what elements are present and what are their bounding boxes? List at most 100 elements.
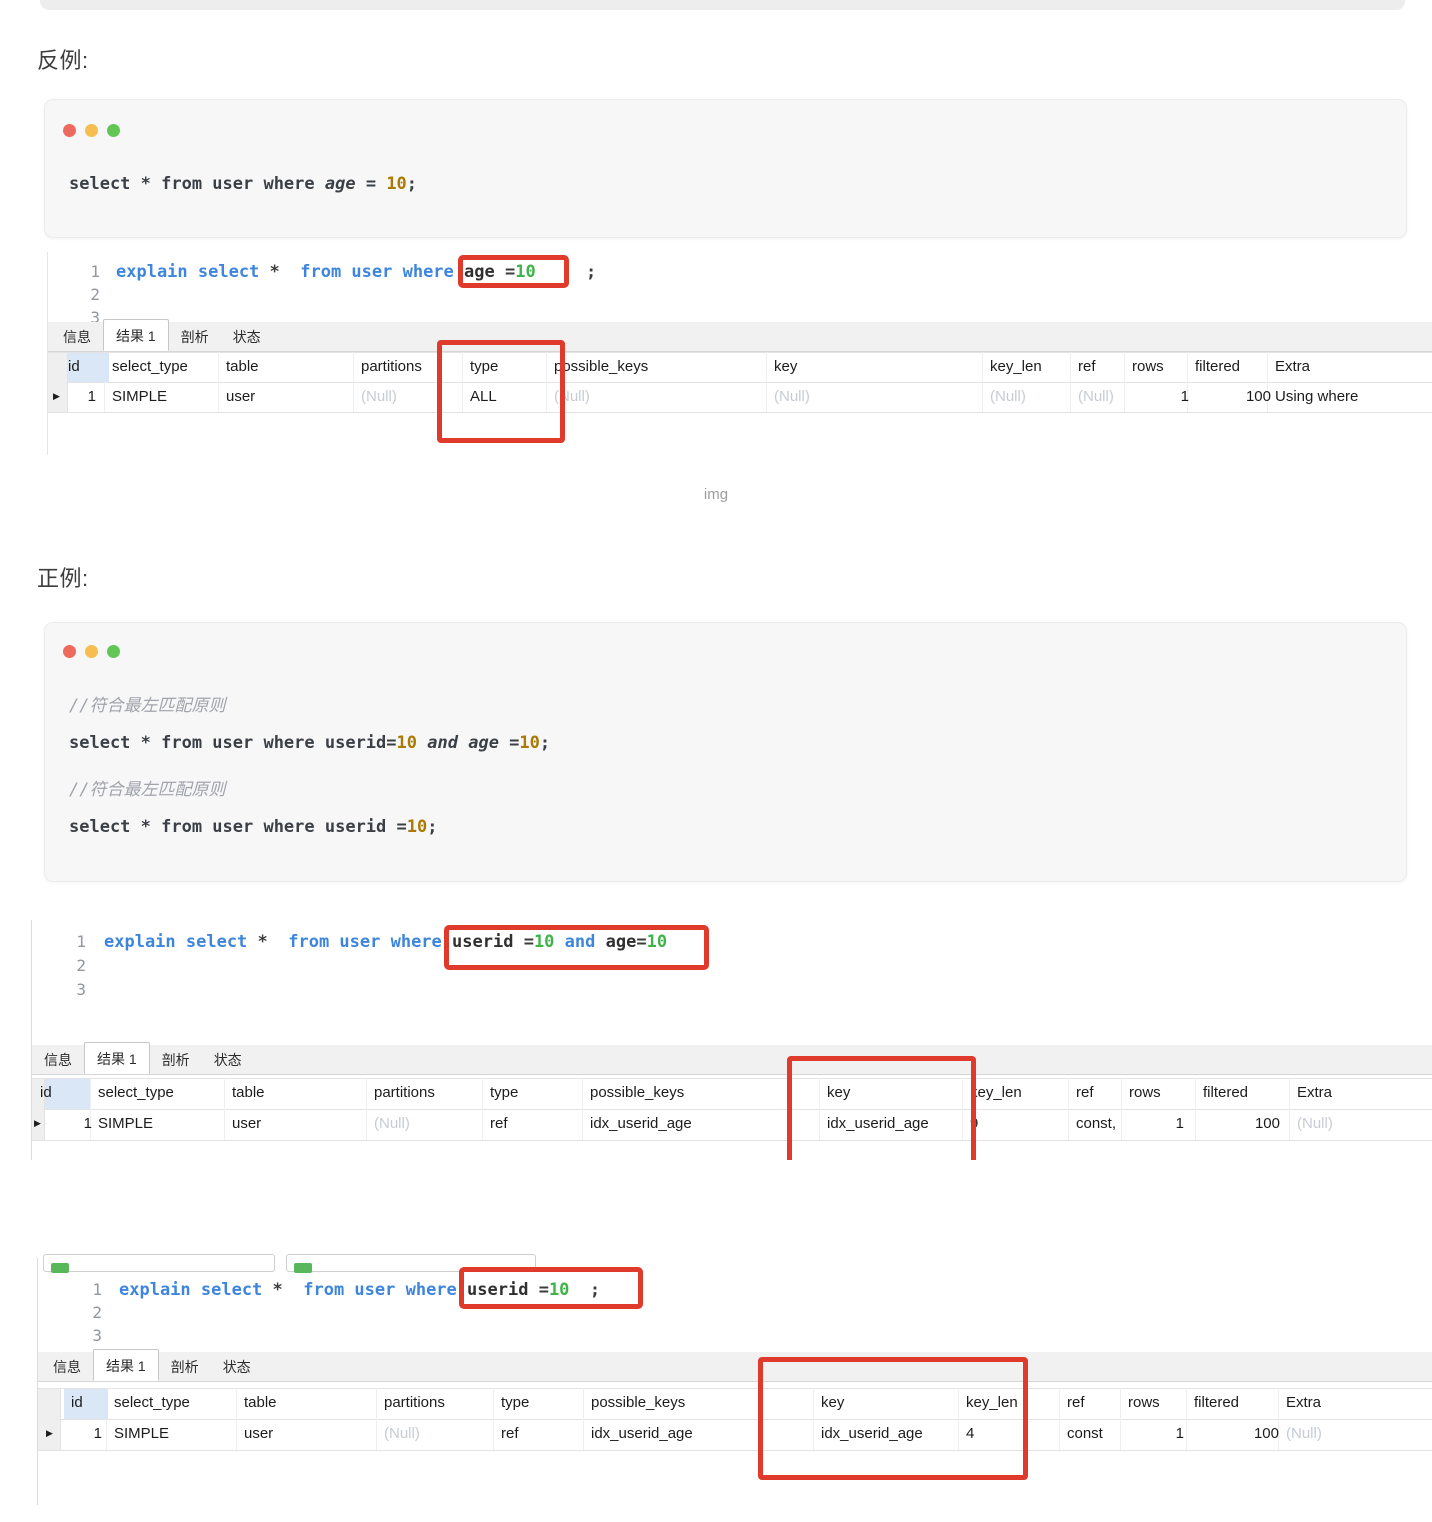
column-separator bbox=[962, 1078, 963, 1140]
code-segment: = bbox=[494, 262, 516, 282]
result-tab-3[interactable]: 剖析 bbox=[170, 1358, 199, 1375]
code-segment: age bbox=[605, 932, 637, 952]
result-tab-1[interactable]: 信息 bbox=[53, 1358, 81, 1375]
result-tab-1[interactable]: 信息 bbox=[44, 1051, 72, 1068]
result-tab-1[interactable]: 信息 bbox=[63, 328, 91, 345]
line-number: 2 bbox=[92, 1303, 102, 1322]
column-header-ref: ref bbox=[1076, 1084, 1094, 1101]
code-segment: 10 bbox=[386, 174, 407, 194]
code-segment: explain select bbox=[104, 932, 248, 952]
column-header-partitions: partitions bbox=[361, 358, 422, 375]
column-separator bbox=[546, 352, 547, 412]
column-header-Extra: Extra bbox=[1297, 1084, 1333, 1101]
line-number: 2 bbox=[76, 956, 86, 975]
table-border-row-bottom bbox=[32, 1140, 1432, 1141]
column-header-key_len: key_len bbox=[966, 1394, 1018, 1411]
window-dots bbox=[63, 124, 120, 137]
table-border-row-bottom bbox=[48, 412, 1432, 413]
code-segment: 10 bbox=[548, 1280, 570, 1300]
close-dot-icon bbox=[63, 124, 76, 137]
current-row-arrow-icon: ▶ bbox=[46, 1428, 53, 1438]
result-tab-3[interactable]: 剖析 bbox=[161, 1051, 190, 1068]
cell-key_len: (Null) bbox=[990, 388, 1026, 405]
column-header-rows: rows bbox=[1128, 1394, 1160, 1411]
code-segment: select * from user where userid= bbox=[69, 733, 397, 753]
column-header-id: id bbox=[68, 358, 80, 375]
table-icon bbox=[51, 1263, 69, 1273]
code-segment bbox=[595, 932, 605, 952]
line-number: 1 bbox=[92, 1280, 102, 1299]
column-header-Extra: Extra bbox=[1286, 1394, 1322, 1411]
column-header-key: key bbox=[774, 358, 798, 375]
cell-select_type: SIMPLE bbox=[98, 1115, 154, 1132]
minimize-dot-icon bbox=[85, 124, 98, 137]
maximize-dot-icon bbox=[107, 645, 120, 658]
result-tab-2[interactable]: 结果 1 bbox=[84, 1042, 150, 1074]
cell-filtered: 100 bbox=[1245, 388, 1271, 405]
code-segment: age bbox=[464, 262, 495, 282]
column-separator bbox=[376, 1388, 377, 1450]
table-border-header-bottom bbox=[32, 1109, 1432, 1110]
column-header-partitions: partitions bbox=[374, 1084, 435, 1101]
column-separator bbox=[366, 1078, 367, 1140]
sql-query-line: explain select * from user where userid … bbox=[104, 932, 667, 952]
column-separator bbox=[1120, 1388, 1121, 1450]
column-header-id: id bbox=[71, 1394, 83, 1411]
column-header-ref: ref bbox=[1067, 1394, 1085, 1411]
code-segment bbox=[554, 932, 564, 952]
code-segment: = bbox=[636, 932, 647, 952]
code-segment: = bbox=[498, 733, 520, 753]
cell-type: ALL bbox=[470, 388, 497, 405]
code-segment: select * from user where bbox=[69, 174, 325, 194]
line-number: 2 bbox=[90, 285, 100, 304]
cell-partitions: (Null) bbox=[374, 1115, 410, 1132]
result-tab-2[interactable]: 结果 1 bbox=[93, 1349, 159, 1381]
explain-screenshot-full-scan[interactable]: 1 2 3 explain select * from user where age … bbox=[47, 252, 1432, 455]
table-border-header-top bbox=[38, 1388, 1432, 1389]
column-separator bbox=[1187, 352, 1188, 412]
cell-possible_keys: (Null) bbox=[554, 388, 590, 405]
column-separator bbox=[218, 352, 219, 412]
column-header-filtered: filtered bbox=[1203, 1084, 1249, 1101]
result-tab-4[interactable]: 状态 bbox=[213, 1051, 242, 1068]
code-segment bbox=[458, 733, 468, 753]
current-row-arrow-icon: ▶ bbox=[53, 391, 60, 401]
cell-key_len: 9 bbox=[970, 1115, 979, 1132]
result-tab-4[interactable]: 状态 bbox=[232, 328, 261, 345]
table-border-header-bottom bbox=[38, 1419, 1432, 1420]
cell-ref: const, bbox=[1076, 1115, 1117, 1132]
heading-negative-example: 反例: bbox=[37, 48, 89, 73]
explain-screenshot-composite-index[interactable]: 1 2 3 explain select * from user where user… bbox=[31, 920, 1432, 1160]
cell-key: (Null) bbox=[774, 388, 810, 405]
code-segment: from user where bbox=[290, 262, 454, 282]
cell-ref: const bbox=[1067, 1425, 1103, 1442]
code-segment: 10 bbox=[533, 932, 555, 952]
cell-table: user bbox=[244, 1425, 274, 1442]
cell-id: 1 bbox=[83, 1115, 92, 1132]
result-tabbar: 信息 结果 1 剖析 状态 bbox=[38, 1349, 1432, 1382]
minimize-dot-icon bbox=[85, 645, 98, 658]
cell-select_type: SIMPLE bbox=[114, 1425, 170, 1442]
result-tab-3[interactable]: 剖析 bbox=[180, 328, 209, 345]
explain-screenshot-userid-index[interactable]: 1 2 3 explain select * from user where user… bbox=[37, 1254, 1432, 1505]
code-segment: = bbox=[513, 932, 534, 952]
code-segment: age bbox=[324, 174, 356, 194]
column-header-partitions: partitions bbox=[384, 1394, 445, 1411]
cell-table: user bbox=[232, 1115, 262, 1132]
cell-Extra: (Null) bbox=[1286, 1425, 1322, 1442]
result-tab-4[interactable]: 状态 bbox=[222, 1358, 251, 1375]
red-annotation-box: userid =10 ; bbox=[467, 1280, 600, 1300]
column-header-possible_keys: possible_keys bbox=[554, 358, 649, 375]
cell-Extra: Using where bbox=[1275, 388, 1359, 405]
column-header-type: type bbox=[490, 1084, 519, 1101]
code-segment: ; bbox=[406, 174, 418, 194]
code-segment: userid bbox=[452, 932, 514, 952]
result-tab-2[interactable]: 结果 1 bbox=[103, 319, 169, 351]
heading-positive-example: 正例: bbox=[37, 566, 89, 591]
column-header-rows: rows bbox=[1132, 358, 1164, 375]
cell-type: ref bbox=[501, 1425, 519, 1442]
column-separator bbox=[106, 1388, 107, 1450]
column-header-key: key bbox=[827, 1084, 851, 1101]
code-line: select * from user where age = 10; bbox=[69, 174, 417, 194]
